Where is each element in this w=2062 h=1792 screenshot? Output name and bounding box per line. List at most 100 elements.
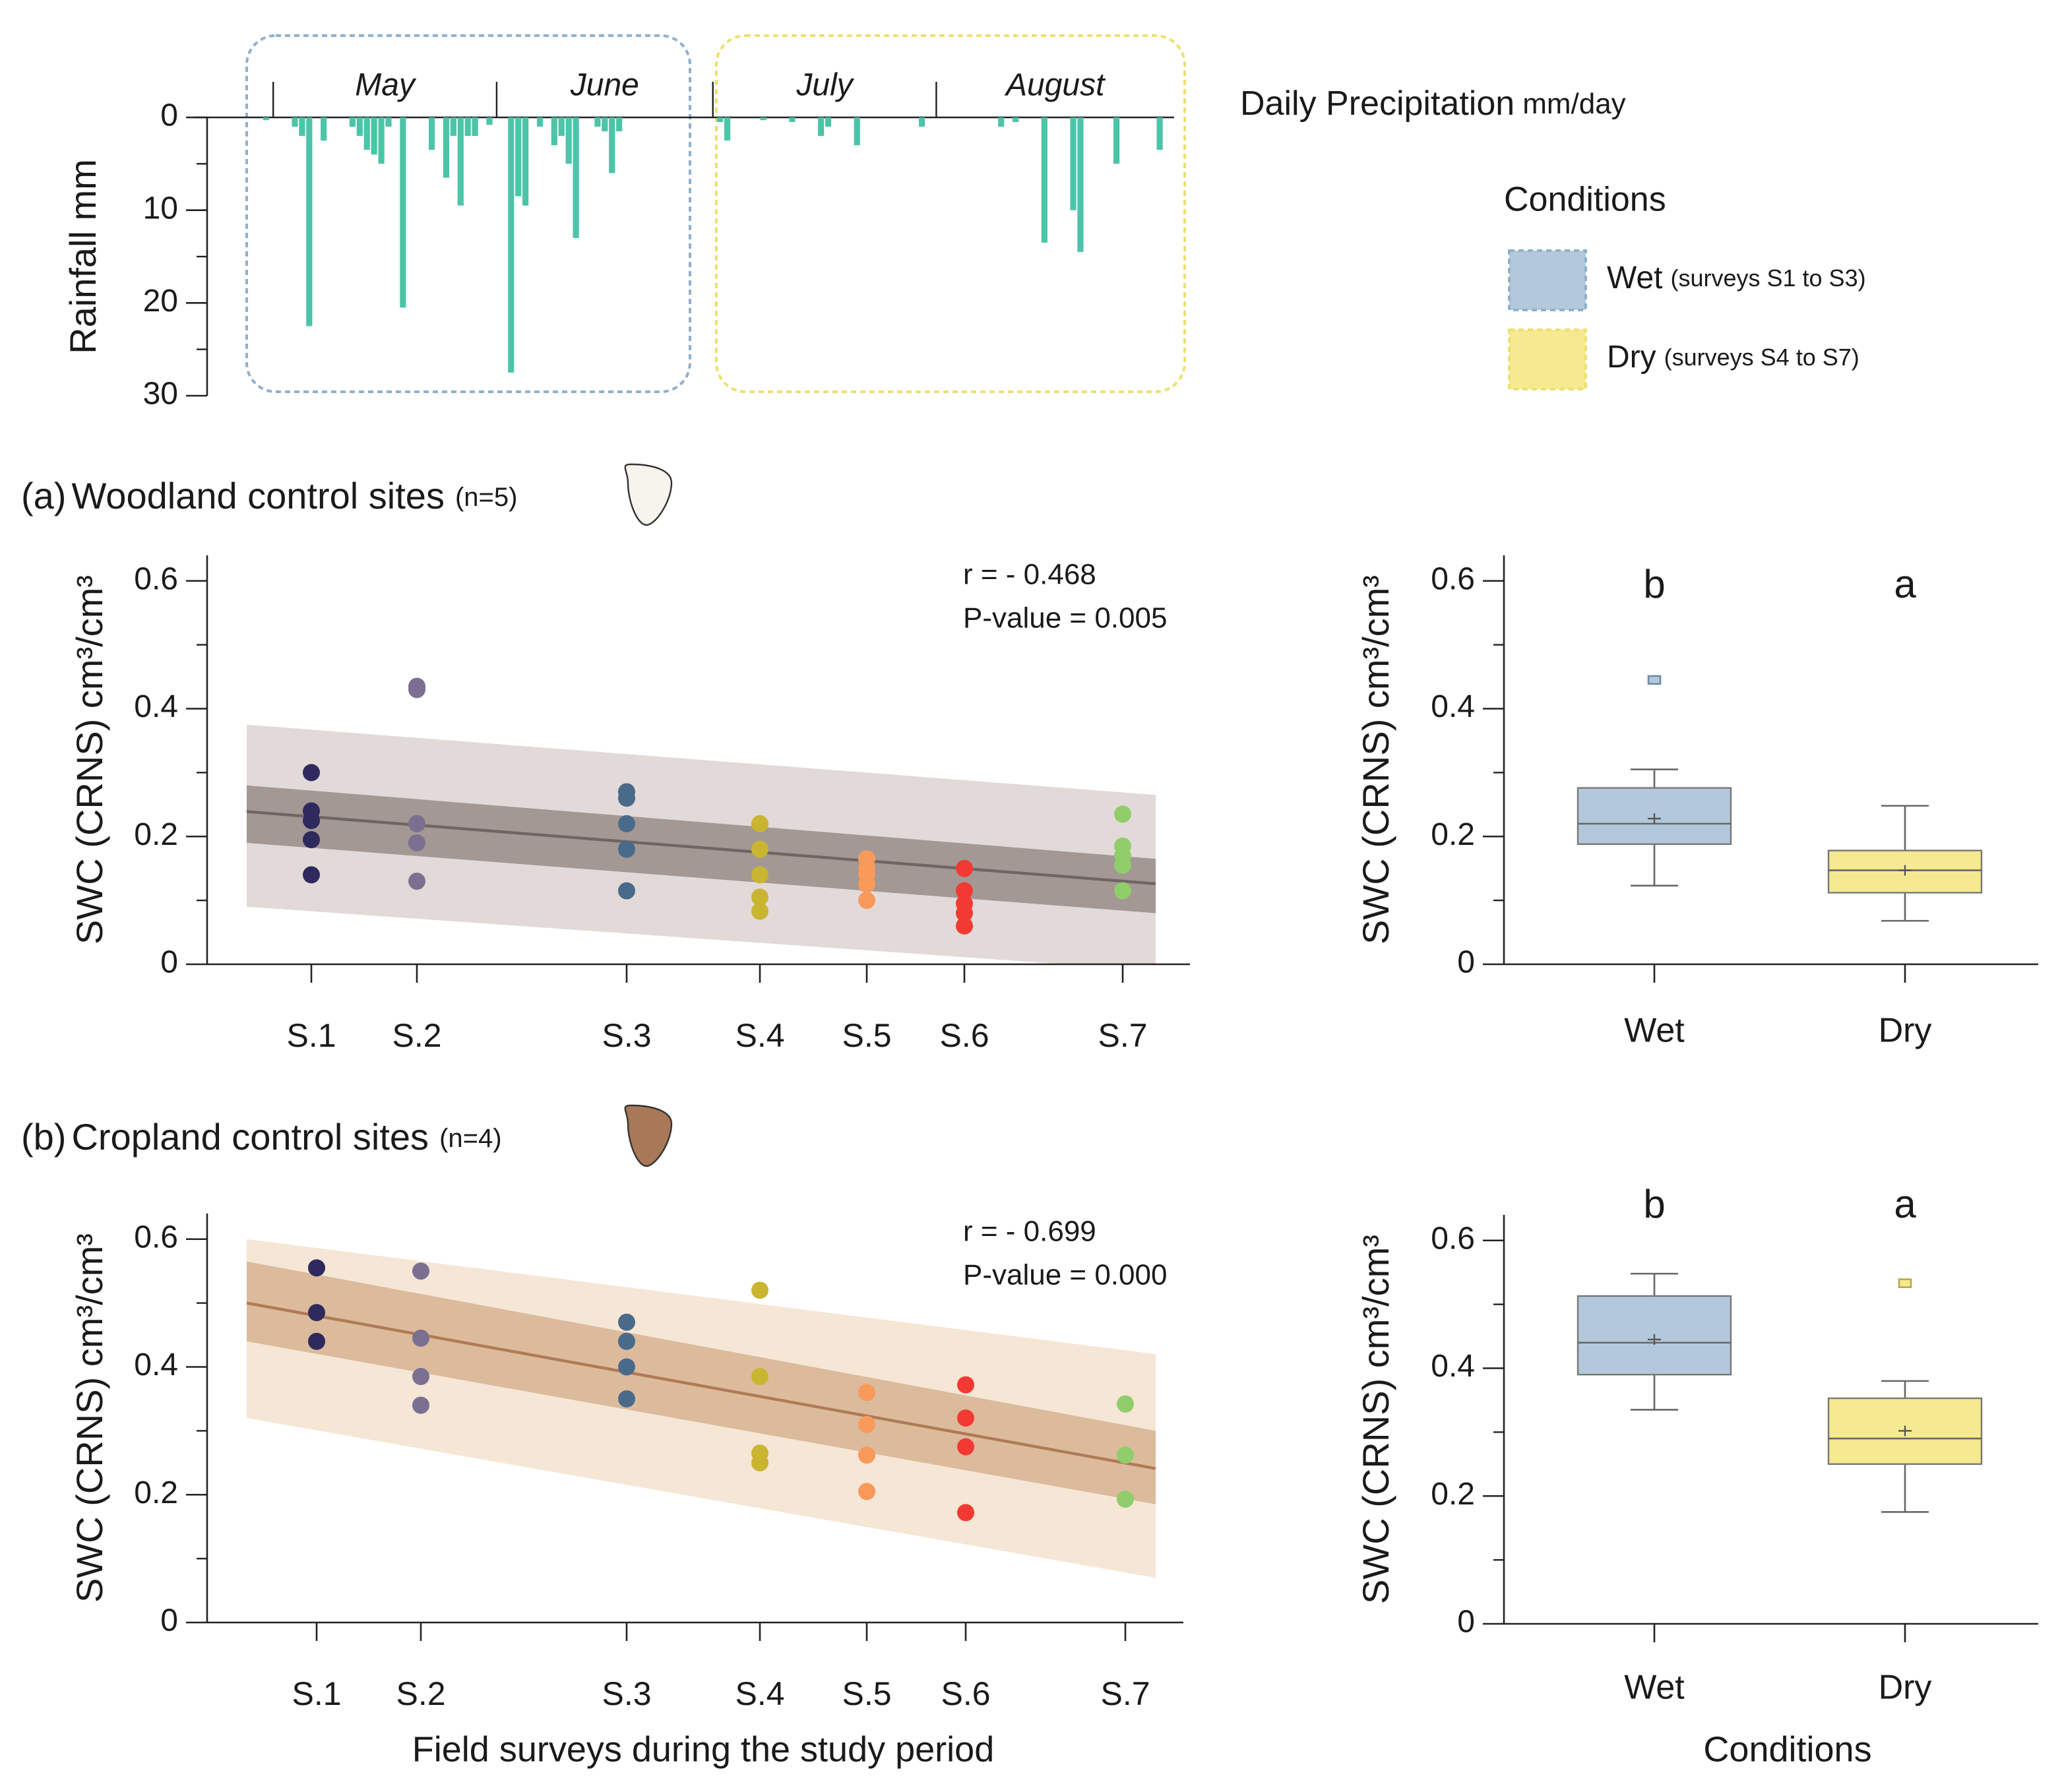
y-tick-label: 0 [160, 945, 178, 980]
rain-bar [1070, 117, 1077, 210]
panel-label: (b) [21, 1116, 66, 1158]
point [618, 1390, 635, 1407]
x-tick-label: S.3 [602, 1675, 651, 1712]
point [303, 764, 320, 782]
legend-entry: Wet (surveys S1 to S3) [1607, 261, 1866, 295]
panel-name: Cropland control sites [71, 1116, 429, 1158]
point [1114, 856, 1131, 874]
confidence-band [247, 1261, 1156, 1504]
point [618, 1332, 635, 1350]
legend-entry: Dry (surveys S4 to S7) [1607, 340, 1859, 375]
rain-bar [551, 117, 557, 146]
outlier [1647, 675, 1662, 685]
condition-region [715, 34, 1186, 393]
rain-bar [724, 117, 731, 141]
y-tick-label: 0.6 [134, 1220, 178, 1254]
y-tick-label: 0.2 [134, 817, 178, 852]
x-tick-label: S.1 [292, 1675, 341, 1712]
rain-bar [385, 117, 392, 127]
month-label: May [355, 68, 417, 103]
point [751, 840, 768, 858]
panel-subtitle: (n=5) [455, 483, 518, 512]
point [956, 917, 973, 935]
point [957, 1504, 974, 1522]
point [1117, 1446, 1134, 1464]
panel-label: (a) [21, 475, 66, 516]
point [618, 1313, 635, 1331]
confidence-band [247, 785, 1156, 913]
rain-bar [1013, 117, 1019, 123]
group-letter: b [1643, 562, 1665, 606]
point [957, 1376, 974, 1394]
panel-subtitle: (n=4) [439, 1124, 502, 1153]
rain-bar [918, 117, 925, 127]
rain-bar [292, 117, 298, 127]
point [408, 873, 425, 890]
annotation: r = - 0.699 [963, 1216, 1096, 1248]
y-axis-label: Rainfall mm [62, 159, 104, 354]
x-tick-label: S.5 [842, 1017, 891, 1054]
point [751, 815, 768, 832]
y-tick-label: 30 [143, 377, 178, 412]
rain-bar [321, 117, 327, 141]
y-axis-label: SWC (CRNS) cm³/cm³ [69, 575, 110, 944]
annotation: r = - 0.468 [963, 559, 1096, 591]
rain-bar [472, 117, 478, 137]
point [408, 834, 425, 851]
point [956, 882, 973, 900]
mean [1898, 865, 1912, 876]
bands [246, 1239, 1156, 1578]
x-tick-label: S.4 [735, 1017, 784, 1054]
rain-bar [1113, 117, 1120, 164]
month-label: August [1004, 68, 1106, 103]
point [412, 1329, 429, 1347]
x-tick-label: Wet [1624, 1669, 1685, 1707]
group-letter: a [1894, 1182, 1916, 1226]
x-tick-label: S.2 [396, 1675, 445, 1712]
rain-bar [486, 117, 493, 125]
precip-title: Daily Precipitation mm/day [1240, 84, 1626, 123]
bands [246, 724, 1156, 964]
x-tick-label: S.2 [392, 1017, 441, 1054]
y-tick-label: 0.4 [134, 1347, 178, 1382]
point [308, 1259, 325, 1277]
month-label: July [796, 68, 854, 103]
rain-bar [594, 117, 601, 127]
mean [1648, 1334, 1661, 1345]
woodland-icon [624, 463, 673, 526]
point [858, 875, 875, 893]
x-tick-label: S.5 [842, 1675, 891, 1712]
x-tick-label: Dry [1879, 1012, 1932, 1050]
panel-title: (b) Cropland control sites (n=4) [21, 1116, 502, 1158]
title-unit: mm/day [1522, 88, 1625, 120]
rain-bar [522, 117, 529, 206]
rain-bar [1156, 117, 1163, 150]
point [308, 1304, 325, 1322]
point [751, 1282, 768, 1299]
mean [1898, 1425, 1912, 1437]
rain-bar [558, 117, 565, 137]
rain-bar [263, 117, 269, 121]
rain-bar [1077, 117, 1084, 252]
rain-bar [371, 117, 377, 155]
rain-bar [443, 117, 450, 178]
point [751, 902, 768, 920]
point [858, 1483, 875, 1500]
x-tick-label: S.7 [1100, 1675, 1150, 1712]
x-tick-label: Dry [1879, 1669, 1932, 1707]
point [751, 866, 768, 884]
rain-bar [998, 117, 1005, 127]
rain-bar [349, 117, 356, 127]
legend-name: Wet [1607, 261, 1662, 295]
y-tick-label: 0.4 [134, 689, 178, 724]
rain-bar [378, 117, 385, 164]
month-label: June [570, 68, 639, 103]
point [412, 1396, 429, 1414]
point [751, 888, 768, 906]
legend-swatch [1508, 328, 1587, 390]
rain-bar [299, 117, 305, 137]
x-tick-label: S.6 [939, 1017, 989, 1054]
x-tick-label: S.6 [941, 1675, 990, 1712]
point [412, 1262, 429, 1280]
point [308, 1332, 325, 1350]
